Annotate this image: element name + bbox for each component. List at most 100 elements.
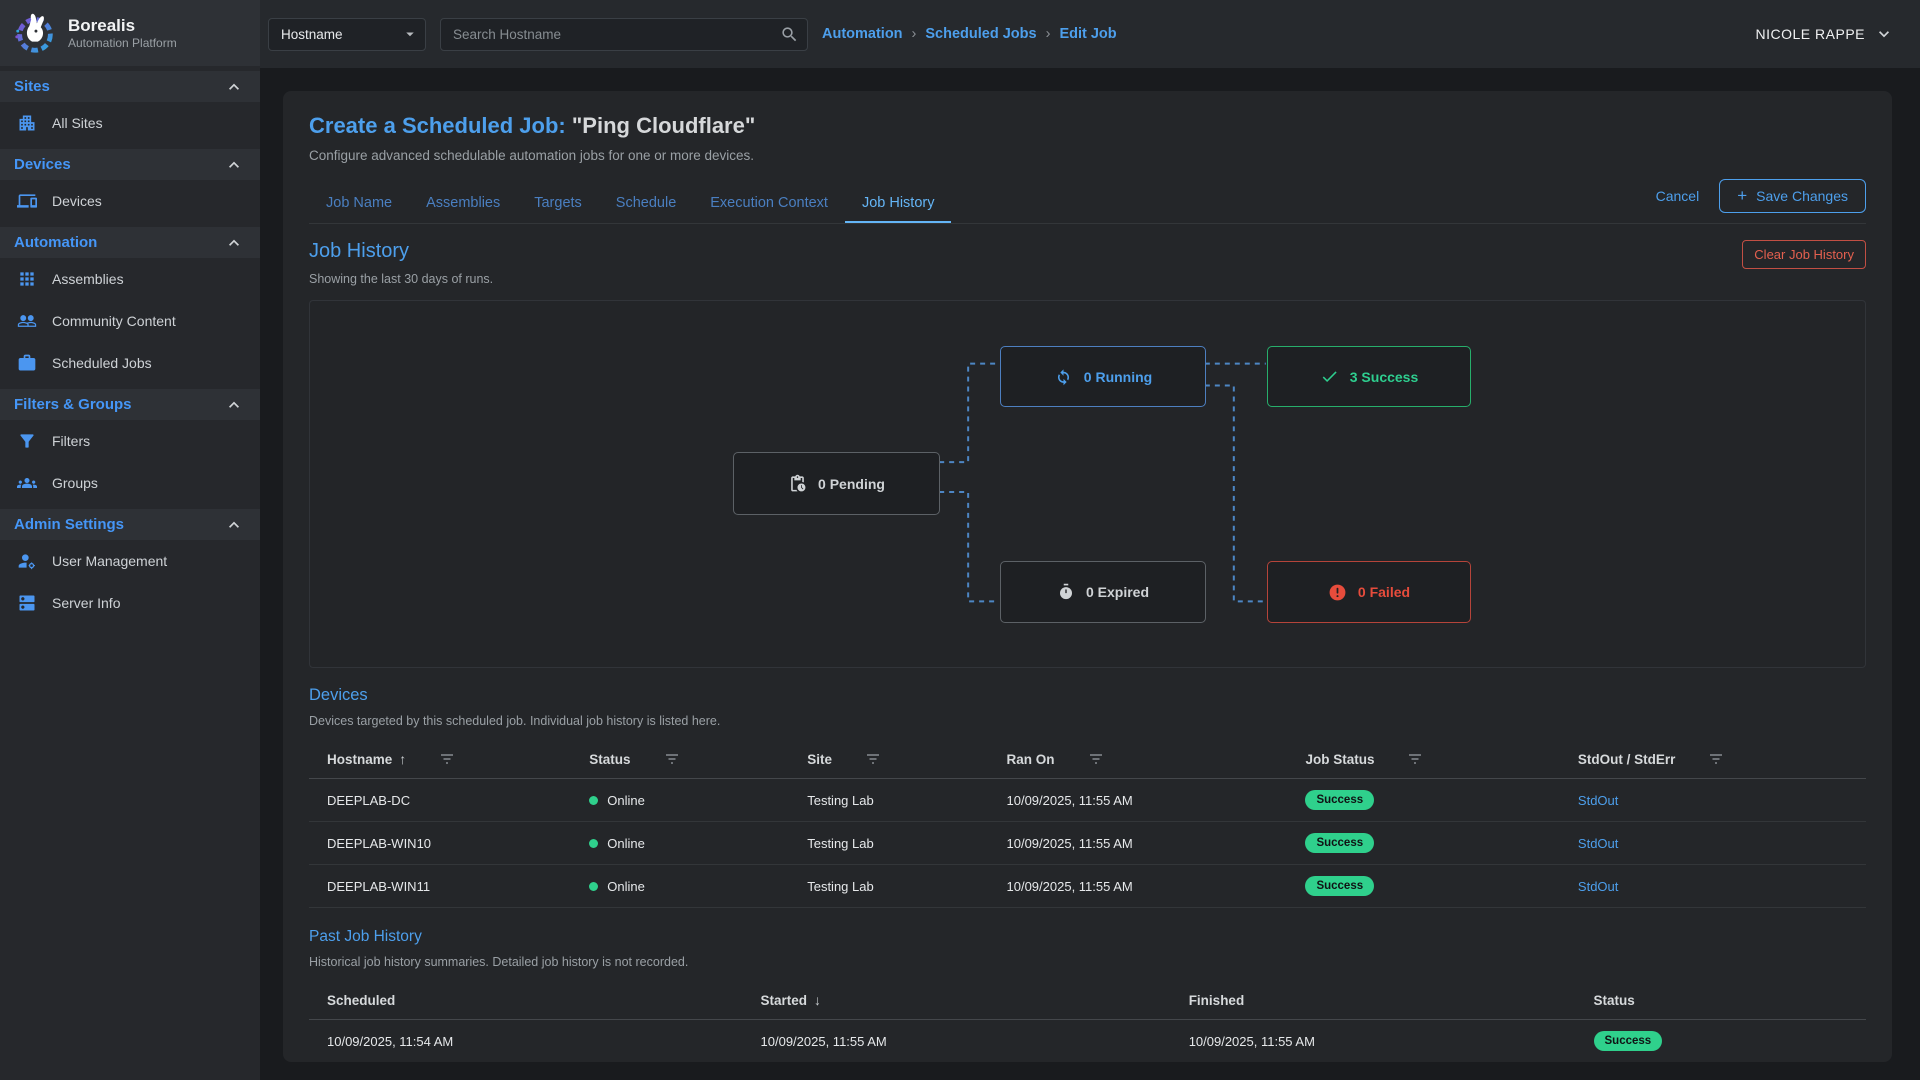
tab-actions: Cancel + Save Changes [1656, 179, 1866, 223]
sidebar-item-label: Scheduled Jobs [52, 355, 152, 371]
online-status-dot [589, 795, 599, 805]
stdout-link[interactable]: StdOut [1577, 792, 1619, 808]
sidebar-item-community-content[interactable]: Community Content [0, 300, 260, 342]
col-status[interactable]: Status [589, 751, 631, 767]
tab-targets[interactable]: Targets [534, 195, 582, 211]
col-site[interactable]: Site [807, 751, 832, 767]
sidebar-section-filters-groups[interactable]: Filters & Groups [0, 389, 260, 420]
filter-icon[interactable] [1408, 753, 1422, 765]
sort-desc-icon[interactable]: ↓ [814, 992, 822, 1008]
col-ran-on[interactable]: Ran On [1006, 751, 1055, 767]
breadcrumb-separator: › [911, 26, 917, 42]
sidebar-section-automation[interactable]: Automation [0, 227, 260, 258]
online-status-dot [589, 838, 599, 848]
job-status-flow-diagram: 0 Pending 0 Running 3 Success 0 Expired … [309, 300, 1866, 668]
cell-status: Success [1593, 1019, 1866, 1062]
table-row[interactable]: DEEPLAB-WIN10 Online Testing Lab 10/09/2… [309, 821, 1866, 865]
col-started[interactable]: Started [760, 992, 808, 1008]
sidebar-section-admin-settings[interactable]: Admin Settings [0, 509, 260, 540]
cell-stdout: StdOut [1577, 864, 1866, 908]
filter-icon[interactable] [440, 753, 454, 765]
running-node-label: 0 Running [1083, 368, 1153, 385]
stdout-link[interactable]: StdOut [1577, 878, 1619, 894]
sidebar-item-label: Server Info [52, 595, 121, 611]
tab-assemblies[interactable]: Assemblies [426, 195, 501, 211]
check-icon [1322, 371, 1337, 383]
table-row[interactable]: DEEPLAB-DC Online Testing Lab 10/09/2025… [309, 778, 1866, 822]
online-status-dot [589, 881, 599, 891]
breadcrumb-edit-job[interactable]: Edit Job [1059, 26, 1117, 42]
breadcrumb-automation[interactable]: Automation [822, 26, 903, 42]
filter-icon[interactable] [1709, 753, 1723, 765]
breadcrumb: Automation › Scheduled Jobs › Edit Job [822, 26, 1117, 42]
briefcase-icon [18, 354, 36, 371]
clear-job-history-button[interactable]: Clear Job History [1742, 240, 1866, 269]
cell-hostname: DEEPLAB-WIN10 [309, 821, 590, 865]
cell-status: Online [589, 821, 808, 865]
building-icon [19, 115, 35, 131]
devices-table-header-row: Hostname ↑ Status Site Ran On Job Status … [309, 740, 1866, 779]
user-gear-icon [18, 554, 35, 570]
cell-scheduled: 10/09/2025, 11:54 AM [309, 1019, 761, 1062]
sidebar-item-user-management[interactable]: User Management [0, 540, 260, 582]
funnel-icon [20, 434, 34, 448]
filter-icon[interactable] [665, 753, 679, 765]
job-history-header-row: Job History Showing the last 30 days of … [309, 240, 1866, 286]
page-title-job-name: "Ping Cloudflare" [565, 113, 756, 138]
col-job-status[interactable]: Job Status [1305, 751, 1375, 767]
sidebar-item-label: Filters [52, 433, 91, 449]
tab-schedule[interactable]: Schedule [615, 195, 677, 211]
sidebar-item-server-info[interactable]: Server Info [0, 582, 260, 624]
main-content: Create a Scheduled Job: "Ping Cloudflare… [260, 68, 1920, 1080]
col-scheduled[interactable]: Scheduled [327, 992, 396, 1008]
col-hostname[interactable]: Hostname [327, 751, 393, 767]
save-changes-button[interactable]: + Save Changes [1719, 179, 1866, 213]
sidebar-item-label: Assemblies [52, 271, 124, 287]
past-job-history-heading: Past Job History [309, 928, 422, 945]
filter-icon[interactable] [866, 753, 880, 765]
status-badge: Success [1305, 833, 1375, 853]
caret-down-icon [406, 32, 414, 37]
col-stdout-stderr[interactable]: StdOut / StdErr [1577, 751, 1676, 767]
sidebar-section-sites[interactable]: Sites [0, 71, 260, 102]
stdout-link[interactable]: StdOut [1577, 835, 1619, 851]
sidebar-item-assemblies[interactable]: Assemblies [0, 258, 260, 300]
col-finished[interactable]: Finished [1188, 992, 1245, 1008]
sidebar-item-label: User Management [52, 553, 168, 569]
cell-finished: 10/09/2025, 11:55 AM [1188, 1019, 1594, 1062]
cancel-button[interactable]: Cancel [1655, 188, 1700, 204]
breadcrumb-separator: › [1045, 26, 1051, 42]
sort-asc-icon[interactable]: ↑ [399, 751, 407, 767]
page-title: Create a Scheduled Job: "Ping Cloudflare… [309, 113, 1866, 139]
sidebar-item-label: Devices [52, 193, 102, 209]
sidebar-item-filters[interactable]: Filters [0, 420, 260, 462]
filter-icon[interactable] [1089, 753, 1103, 765]
failed-node-label: 0 Failed [1357, 584, 1411, 600]
table-row[interactable]: DEEPLAB-WIN11 Online Testing Lab 10/09/2… [309, 864, 1866, 908]
tab-execution-context[interactable]: Execution Context [710, 195, 828, 211]
sidebar-item-all-sites[interactable]: All Sites [0, 102, 260, 144]
sidebar-item-groups[interactable]: Groups [0, 462, 260, 504]
user-menu[interactable]: NICOLE RAPPE [1756, 24, 1894, 44]
cell-ran-on: 10/09/2025, 11:55 AM [1006, 821, 1306, 865]
sidebar-item-devices[interactable]: Devices [0, 180, 260, 222]
breadcrumb-scheduled-jobs[interactable]: Scheduled Jobs [925, 26, 1037, 42]
hostname-select-value: Hostname [281, 26, 343, 42]
search-icon[interactable] [780, 25, 799, 44]
cell-job-status: Success [1305, 821, 1578, 865]
tab-job-history[interactable]: Job History [844, 185, 952, 223]
plus-icon: + [1737, 186, 1748, 205]
past-job-history-table: Scheduled Started ↓ Finished Status 10/09… [309, 981, 1866, 1062]
col-status[interactable]: Status [1593, 992, 1635, 1008]
groups-icon [17, 478, 37, 488]
search-box [440, 17, 808, 51]
hostname-select[interactable]: Hostname [268, 17, 426, 51]
sidebar-section-devices[interactable]: Devices [0, 149, 260, 180]
sidebar-item-scheduled-jobs[interactable]: Scheduled Jobs [0, 342, 260, 384]
tab-job-name[interactable]: Job Name [326, 195, 393, 211]
brand-header: Borealis Automation Platform [0, 0, 260, 66]
chevron-down-icon [1879, 31, 1889, 38]
devices-subtitle: Devices targeted by this scheduled job. … [309, 714, 721, 728]
search-input[interactable] [453, 26, 780, 42]
table-row[interactable]: 10/09/2025, 11:54 AM 10/09/2025, 11:55 A… [309, 1019, 1866, 1062]
